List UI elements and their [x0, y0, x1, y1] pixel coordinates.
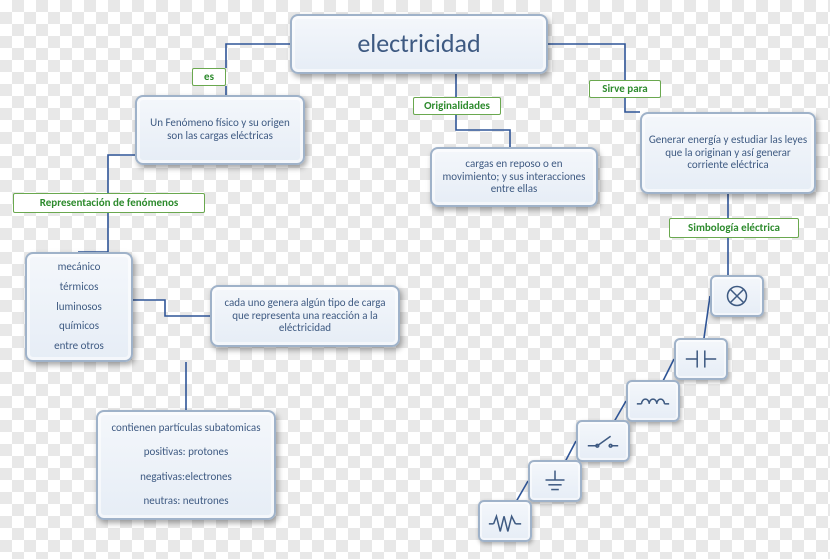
node-cargas: cargas en reposo o en movimiento; y sus … [430, 147, 598, 207]
node-cada: cada uno genera algún tipo de carga que … [210, 285, 400, 347]
symbol-inductor [626, 380, 680, 422]
node-orig: Originalidades [413, 97, 501, 115]
node-tipos-item: mecánico [58, 261, 101, 274]
node-simb: Simbología eléctrica [669, 218, 799, 238]
node-tipos-item: químicos [59, 320, 99, 333]
node-sirve: Sirve para [589, 80, 661, 98]
node-conti-item: negativas:electrones [140, 471, 232, 484]
symbol-resistor [478, 500, 532, 542]
node-conti-item: positivas: protones [144, 446, 229, 459]
node-tipos-item: entre otros [54, 340, 104, 353]
symbol-ground [528, 460, 582, 502]
symbol-switch [576, 420, 630, 462]
node-tipos: mecánico térmicos luminosos químicos entre o… [25, 252, 133, 362]
node-fenom: Un Fenómeno físico y su origen son las c… [135, 95, 305, 165]
node-conti-item: neutras: neutrones [143, 495, 228, 508]
node-repre: Representación de fenómenos [13, 193, 205, 213]
symbol-lamp [710, 275, 764, 317]
node-es: es [192, 68, 226, 86]
node-gener: Generar energía y estudiar las leyes que… [640, 112, 816, 194]
symbol-capacitor [674, 338, 728, 380]
node-root: electricidad [290, 14, 548, 74]
node-conti-item: contienen partículas subatomicas [111, 422, 260, 435]
node-conti: contienen partículas subatomicas positiva… [96, 410, 276, 520]
node-tipos-item: luminosos [56, 301, 102, 314]
node-tipos-item: térmicos [60, 281, 99, 294]
